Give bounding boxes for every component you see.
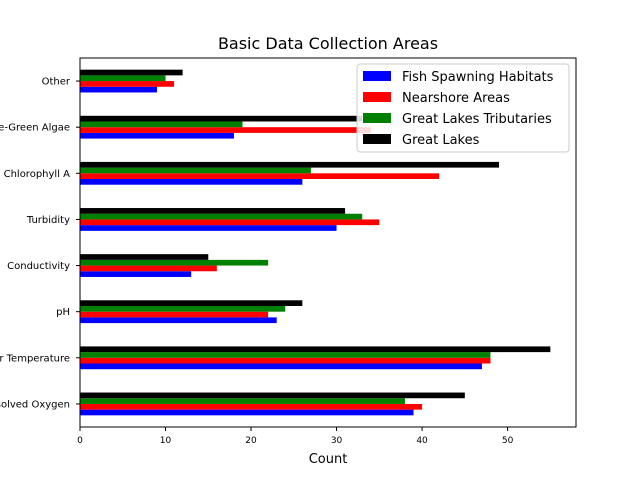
bar: [80, 311, 269, 318]
legend-label: Great Lakes: [402, 133, 480, 148]
bar: [80, 409, 414, 416]
plot-frame: [79, 57, 577, 428]
bar: [80, 75, 166, 82]
x-tick-label: 0: [77, 436, 83, 446]
y-axis: Dissolved Oxygen Water Temperature pH Condu…: [0, 77, 80, 410]
chart-title: Basic Data Collection Areas: [218, 34, 438, 53]
legend-label: Great Lakes Tributaries: [402, 112, 552, 127]
y-tick-label: pH: [56, 307, 70, 318]
bar: [80, 225, 337, 231]
legend-swatch: [363, 71, 391, 81]
bar: [80, 346, 551, 353]
bar: [80, 357, 491, 364]
bars-group: [80, 69, 551, 416]
bar: [80, 127, 371, 133]
x-axis: 0 10 20 30 40 50: [77, 427, 514, 446]
legend-swatch: [363, 113, 391, 123]
x-tick-label: 50: [502, 436, 514, 446]
bar: [80, 167, 311, 174]
y-tick-label: Chlorophyll A: [4, 169, 71, 180]
bar: [80, 305, 286, 312]
bar: [80, 81, 175, 87]
y-tick-label: Conductivity: [7, 261, 70, 272]
bar: [80, 173, 440, 180]
x-tick-label: 20: [245, 436, 257, 446]
bar: [80, 179, 303, 185]
bar: [80, 317, 277, 324]
bar: [80, 265, 217, 272]
bar: [80, 403, 423, 410]
legend-swatch: [363, 134, 391, 144]
bar: [80, 213, 363, 220]
x-axis-label: Count: [309, 452, 348, 467]
bar: [80, 121, 243, 128]
legend: Fish Spawning Habitats Nearshore Areas Gre…: [356, 63, 570, 153]
bar: [80, 254, 209, 260]
bar: [80, 115, 363, 122]
bar: [80, 300, 303, 306]
bar: [80, 352, 491, 358]
bar: [80, 219, 380, 226]
legend-swatch: [363, 92, 391, 102]
x-tick-label: 10: [160, 436, 172, 446]
legend-label: Nearshore Areas: [402, 91, 510, 106]
legend-label: Fish Spawning Habitats: [402, 70, 554, 85]
y-tick-label: Water Temperature: [0, 353, 70, 364]
y-tick-label: Turbidity: [26, 215, 70, 226]
x-tick-label: 30: [331, 436, 343, 446]
bar: [80, 259, 269, 266]
bar: [80, 86, 157, 93]
y-tick-label: Blue-Green Algae: [0, 123, 70, 134]
bar: [80, 271, 192, 277]
y-tick-label: Other: [42, 77, 71, 88]
legend-box: [356, 63, 570, 153]
bar: [80, 392, 465, 399]
bar: [80, 132, 234, 139]
x-tick-label: 40: [416, 436, 428, 446]
bar: [80, 161, 500, 168]
bar: [80, 208, 346, 214]
bar: [80, 363, 482, 370]
bar: [80, 398, 405, 404]
y-tick-label: Dissolved Oxygen: [0, 399, 70, 410]
bar: [80, 69, 183, 76]
